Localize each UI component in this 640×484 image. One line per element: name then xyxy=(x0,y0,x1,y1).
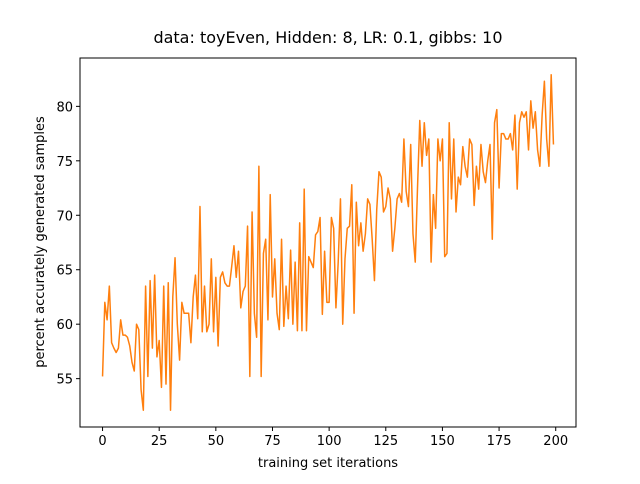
x-tick-label: 100 xyxy=(317,434,342,449)
x-tick-label: 125 xyxy=(373,434,398,449)
plot-frame xyxy=(79,57,577,428)
x-axis-label: training set iterations xyxy=(258,456,398,471)
y-axis-label: percent accurately generated samples xyxy=(33,116,48,368)
x-tick-label: 75 xyxy=(264,434,281,449)
y-tick-label: 75 xyxy=(56,155,73,170)
y-tick-label: 65 xyxy=(56,264,73,279)
y-tick-label: 55 xyxy=(56,373,73,388)
chart-title: data: toyEven, Hidden: 8, LR: 0.1, gibbs… xyxy=(153,28,502,47)
x-tick-label: 0 xyxy=(98,434,106,449)
x-tick-label: 175 xyxy=(487,434,512,449)
data-line xyxy=(101,74,555,411)
x-tick-label: 200 xyxy=(543,434,568,449)
y-tick-label: 70 xyxy=(56,209,73,224)
y-tick-label: 60 xyxy=(56,318,73,333)
x-tick-label: 50 xyxy=(208,434,225,449)
x-tick-label: 150 xyxy=(430,434,455,449)
y-tick-label: 80 xyxy=(56,100,73,115)
x-tick-label: 25 xyxy=(151,434,168,449)
